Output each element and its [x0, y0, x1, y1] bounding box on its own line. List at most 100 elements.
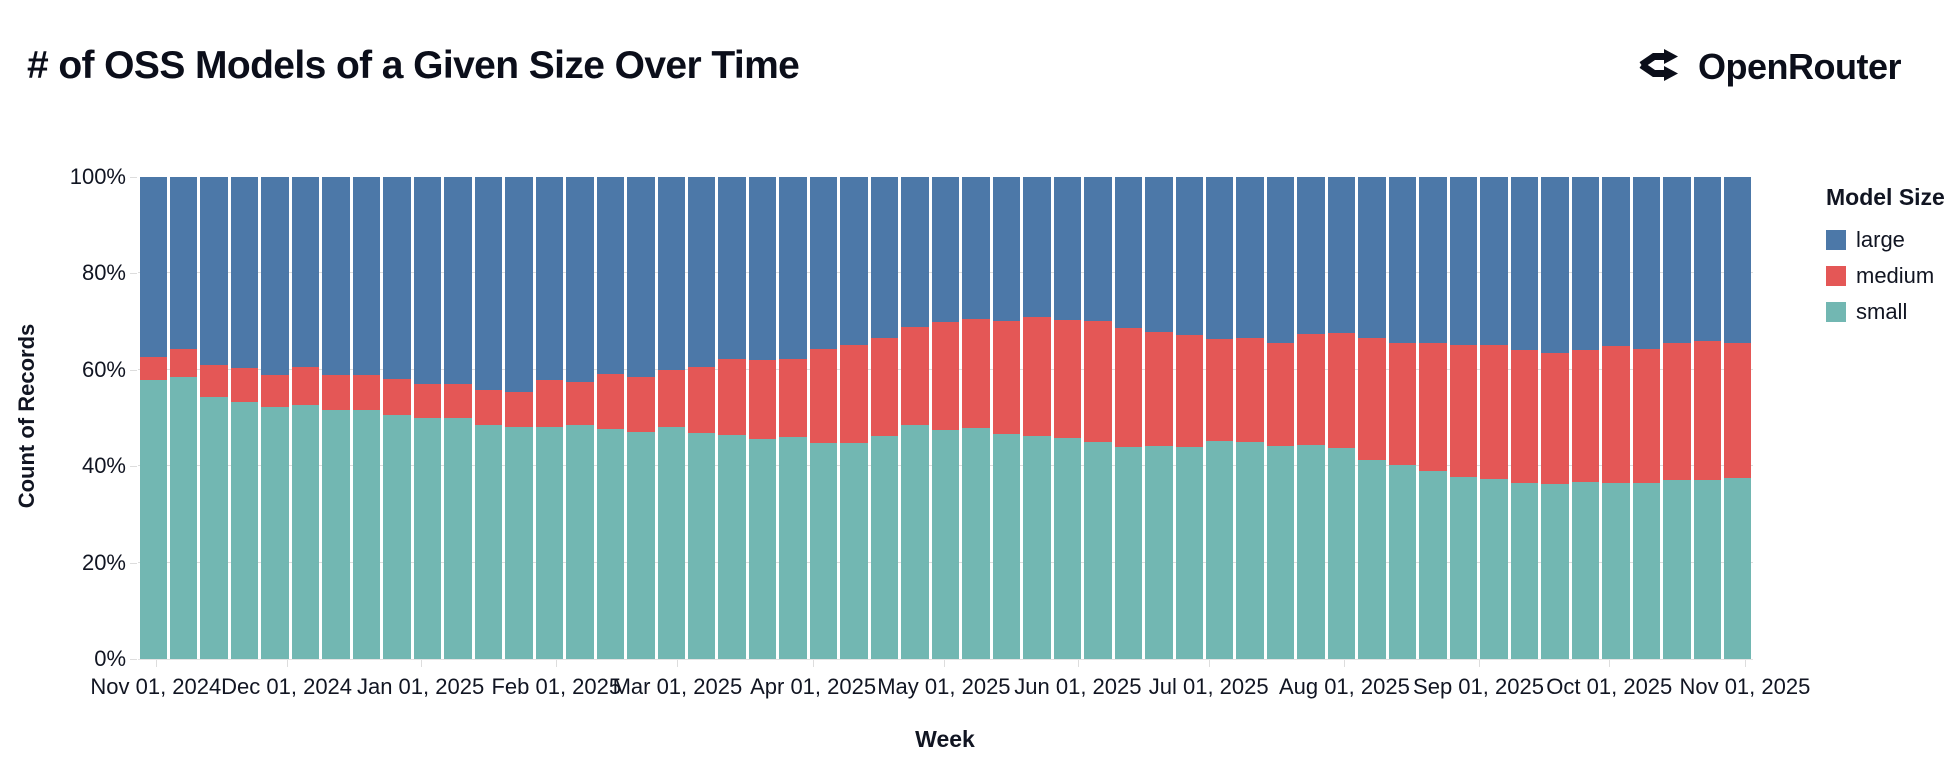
bar-segment-large[interactable] — [444, 177, 472, 385]
bar-segment-small[interactable] — [1236, 442, 1264, 659]
bar-segment-large[interactable] — [1175, 177, 1203, 335]
bar-segment-small[interactable] — [596, 428, 625, 659]
bar-segment-medium[interactable] — [1541, 352, 1569, 484]
bar-segment-large[interactable] — [230, 177, 259, 369]
bar-segment-small[interactable] — [1084, 442, 1112, 659]
bar-segment-small[interactable] — [748, 438, 777, 659]
bar-segment-medium[interactable] — [261, 375, 289, 407]
bar-segment-medium[interactable] — [901, 326, 929, 426]
bar-segment-small[interactable] — [1724, 478, 1752, 659]
bar-segment-small[interactable] — [1541, 483, 1569, 659]
bar-segment-medium[interactable] — [1419, 342, 1447, 471]
bar-segment-small[interactable] — [1145, 445, 1173, 659]
bar-segment-large[interactable] — [840, 177, 868, 346]
bar-segment-large[interactable] — [1449, 177, 1478, 346]
bar-segment-large[interactable] — [1236, 177, 1264, 339]
bar-segment-large[interactable] — [1602, 177, 1630, 347]
bar-segment-medium[interactable] — [1327, 332, 1356, 449]
bar-segment-large[interactable] — [1327, 177, 1356, 333]
bar-segment-medium[interactable] — [352, 375, 381, 411]
bar-segment-medium[interactable] — [1084, 321, 1112, 443]
bar-segment-medium[interactable] — [1053, 319, 1082, 438]
bar-segment-medium[interactable] — [1480, 345, 1508, 479]
bar-segment-large[interactable] — [627, 177, 655, 378]
bar-segment-medium[interactable] — [1632, 348, 1661, 484]
bar-segment-medium[interactable] — [1449, 345, 1478, 477]
bar-segment-medium[interactable] — [383, 379, 411, 416]
bar-segment-medium[interactable] — [809, 349, 838, 444]
bar-segment-small[interactable] — [566, 425, 594, 659]
bar-segment-large[interactable] — [1145, 177, 1173, 333]
bar-segment-medium[interactable] — [1358, 337, 1386, 461]
bar-segment-large[interactable] — [1419, 177, 1447, 343]
bar-segment-large[interactable] — [261, 177, 289, 376]
bar-segment-small[interactable] — [1510, 483, 1539, 659]
bar-segment-small[interactable] — [992, 434, 1021, 659]
bar-segment-small[interactable] — [474, 425, 503, 659]
bar-segment-large[interactable] — [322, 177, 350, 376]
bar-segment-small[interactable] — [1632, 483, 1661, 659]
bar-segment-small[interactable] — [779, 436, 807, 659]
bar-segment-large[interactable] — [1541, 177, 1569, 353]
bar-segment-small[interactable] — [687, 433, 716, 659]
bar-segment-large[interactable] — [748, 177, 777, 361]
bar-segment-small[interactable] — [901, 425, 929, 659]
bar-segment-small[interactable] — [383, 415, 411, 659]
bar-segment-small[interactable] — [1327, 448, 1356, 659]
bar-segment-medium[interactable] — [169, 348, 198, 378]
bar-segment-small[interactable] — [1297, 445, 1325, 659]
bar-segment-medium[interactable] — [596, 373, 625, 429]
bar-segment-large[interactable] — [1480, 177, 1508, 346]
bar-segment-large[interactable] — [657, 177, 685, 371]
bar-segment-medium[interactable] — [1571, 350, 1600, 483]
bar-segment-small[interactable] — [139, 380, 167, 659]
bar-segment-large[interactable] — [901, 177, 929, 327]
bar-segment-large[interactable] — [566, 177, 594, 382]
bar-segment-small[interactable] — [1114, 447, 1143, 659]
bar-segment-large[interactable] — [291, 177, 320, 367]
bar-segment-medium[interactable] — [1693, 341, 1722, 480]
bar-segment-medium[interactable] — [291, 366, 320, 406]
bar-segment-small[interactable] — [809, 443, 838, 659]
bar-segment-small[interactable] — [1388, 465, 1417, 659]
bar-segment-medium[interactable] — [1175, 334, 1203, 447]
bar-segment-medium[interactable] — [962, 318, 990, 428]
bar-segment-small[interactable] — [322, 410, 350, 659]
bar-segment-small[interactable] — [230, 402, 259, 659]
bar-segment-small[interactable] — [1053, 437, 1082, 659]
bar-segment-large[interactable] — [1297, 177, 1325, 335]
bar-segment-medium[interactable] — [992, 321, 1021, 435]
bar-segment-medium[interactable] — [230, 368, 259, 403]
bar-segment-small[interactable] — [1266, 446, 1295, 659]
bar-segment-medium[interactable] — [505, 391, 533, 428]
bar-segment-large[interactable] — [596, 177, 625, 374]
bar-segment-medium[interactable] — [627, 377, 655, 432]
bar-segment-large[interactable] — [1206, 177, 1234, 340]
bar-segment-medium[interactable] — [1663, 343, 1691, 480]
bar-segment-medium[interactable] — [1297, 334, 1325, 446]
bar-segment-medium[interactable] — [1510, 349, 1539, 484]
bar-segment-large[interactable] — [1663, 177, 1691, 344]
bar-segment-medium[interactable] — [931, 322, 960, 430]
bar-segment-medium[interactable] — [322, 375, 350, 411]
bar-segment-large[interactable] — [1023, 177, 1051, 317]
bar-segment-small[interactable] — [291, 405, 320, 659]
bar-segment-medium[interactable] — [870, 338, 899, 437]
bar-segment-large[interactable] — [870, 177, 899, 339]
bar-segment-small[interactable] — [931, 429, 960, 659]
bar-segment-large[interactable] — [505, 177, 533, 392]
bar-segment-small[interactable] — [1663, 479, 1691, 659]
bar-segment-small[interactable] — [1175, 446, 1203, 659]
bar-segment-small[interactable] — [169, 377, 198, 659]
bar-segment-large[interactable] — [383, 177, 411, 380]
bar-segment-large[interactable] — [779, 177, 807, 359]
bar-segment-large[interactable] — [931, 177, 960, 323]
bar-segment-large[interactable] — [1388, 177, 1417, 343]
bar-segment-large[interactable] — [1358, 177, 1386, 338]
bar-segment-medium[interactable] — [566, 381, 594, 426]
bar-segment-small[interactable] — [1358, 460, 1386, 659]
bar-segment-small[interactable] — [535, 427, 564, 659]
bar-segment-large[interactable] — [1571, 177, 1600, 351]
bar-segment-medium[interactable] — [1236, 338, 1264, 443]
bar-segment-small[interactable] — [352, 410, 381, 659]
